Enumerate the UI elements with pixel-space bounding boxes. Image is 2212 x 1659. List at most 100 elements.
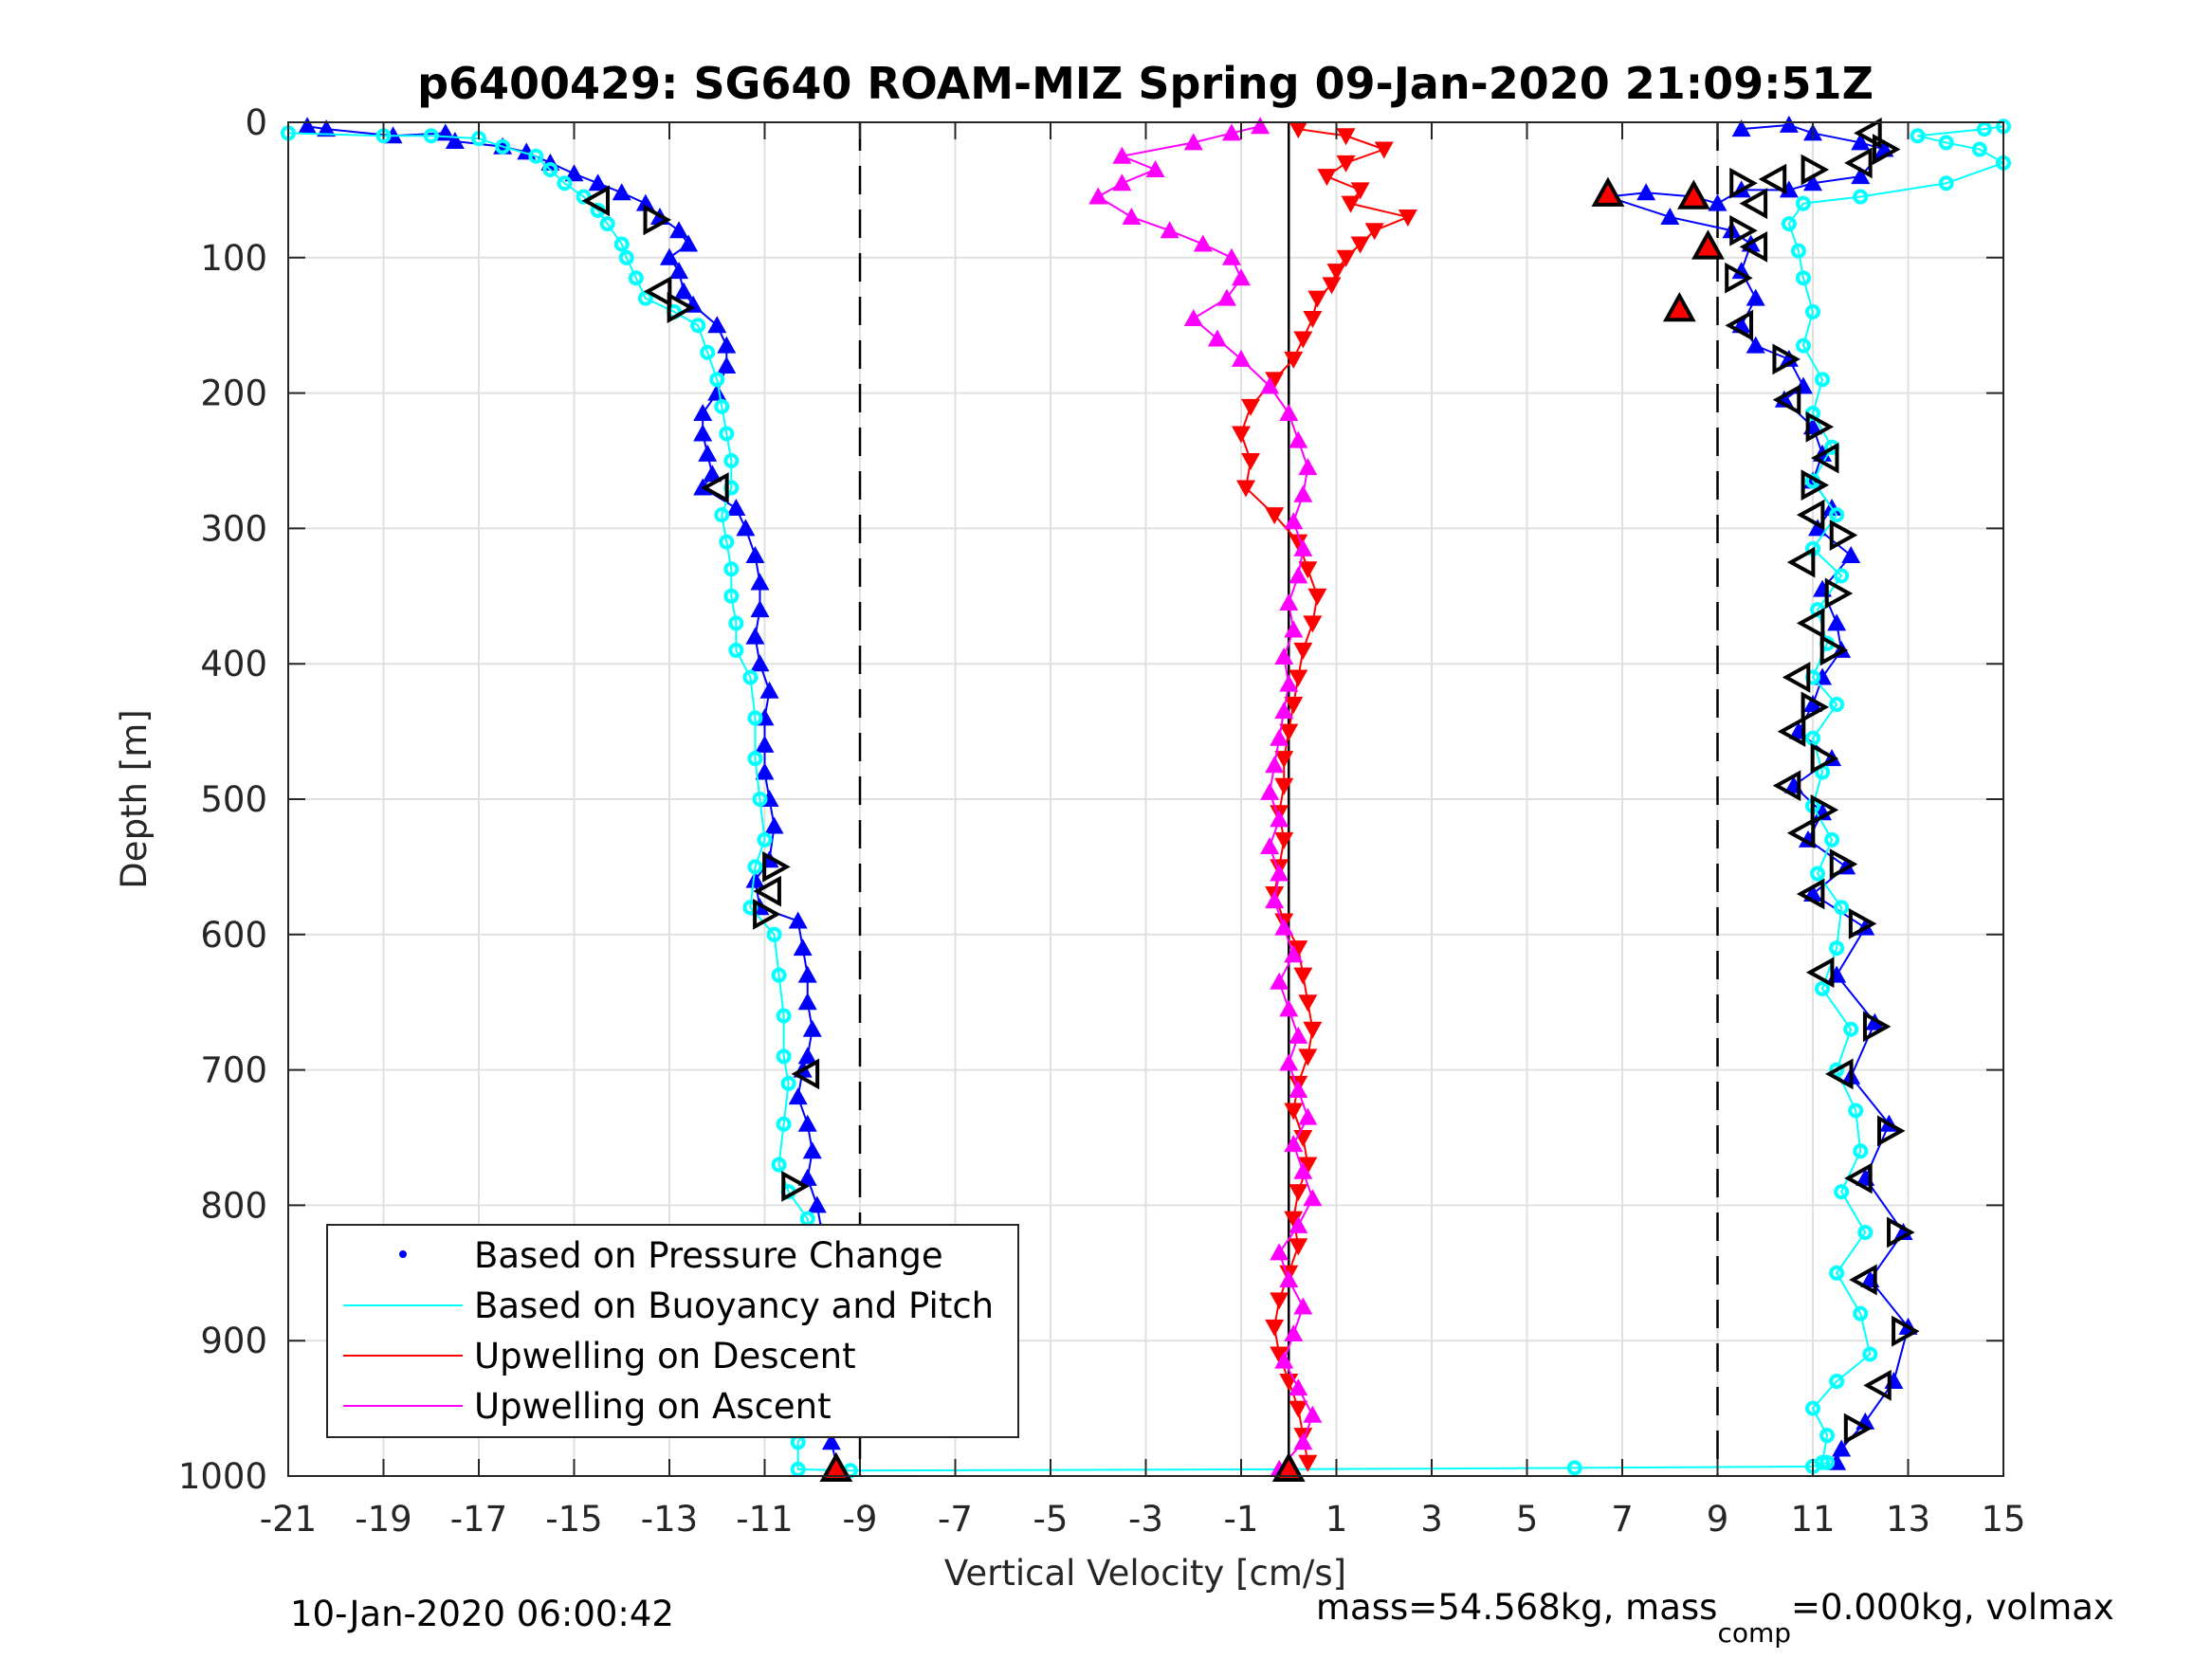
ascent-upwelling-point [802,1141,822,1159]
target-marker [1810,442,1839,474]
target-marker [1844,1162,1873,1194]
buoyancy-point [1938,135,1954,151]
reference-lines [858,122,1719,1476]
ascent-upwelling-point [1265,756,1285,774]
buoyancy-point [495,138,511,155]
x-tick-label: -1 [1224,1499,1259,1540]
target-marker [1729,214,1758,246]
buoyancy-point [1829,1062,1845,1078]
buoyancy-point [637,290,653,306]
x-tick-label: 15 [1981,1499,2025,1540]
target-marker [1892,1315,1920,1347]
x-tick-label: -9 [843,1499,878,1540]
buoyancy-point [1853,1143,1869,1159]
ascent-upwelling-point [669,221,689,239]
buoyancy-point [1976,121,1992,137]
target-marker [1801,154,1830,186]
legend-label-ascent: Upwelling on Ascent [474,1386,832,1427]
descent-upwelling-point [1232,426,1251,444]
descent-upwelling-point [1289,1238,1308,1256]
target-marker [1786,817,1816,849]
buoyancy-point [757,831,773,848]
series-line [1096,125,1314,1470]
ascent-upwelling-point [1122,207,1142,225]
series-7 [1725,118,1920,1445]
ascent-upwelling-point [1279,592,1299,611]
ascent-upwelling-point [1746,336,1765,354]
x-tick-label: 7 [1611,1499,1634,1540]
y-tick-label: 900 [200,1321,267,1361]
target-marker [1777,716,1806,747]
target-marker [1729,167,1758,199]
target-marker [1810,794,1839,826]
target-marker [791,1058,820,1090]
plot-area [281,115,2011,1483]
ascent-upwelling-point [726,498,746,516]
x-tick-label: 13 [1886,1499,1930,1540]
buoyancy-point [719,426,735,442]
ascent-upwelling-point [564,164,584,182]
buoyancy-point [613,236,630,252]
footer-timestamp: 10-Jan-2020 06:00:42 [290,1594,674,1634]
buoyancy-point [1781,216,1797,232]
ascent-upwelling-point [1221,123,1241,141]
ascent-upwelling-point [1289,1215,1308,1233]
descent-upwelling-point [1298,994,1318,1012]
ascent-upwelling-point [1827,613,1847,631]
ascent-upwelling-point [745,545,765,563]
x-tick-label: -11 [736,1499,793,1540]
buoyancy-point [1829,1265,1845,1281]
buoyancy-point [1810,866,1826,882]
ascent-upwelling-point [445,131,465,149]
target-marker [667,292,696,324]
x-tick-label: -3 [1128,1499,1163,1540]
legend-dot-icon [399,1250,407,1258]
x-tick-labels: -21 -19 -17 -15 -13 -11 -9 -7 -5 -3 -1 1 3 5 7 9 11 13 15 [260,1499,2026,1540]
target-marker [1801,691,1830,723]
ascent-upwelling-point [1279,1269,1299,1287]
series-6 [581,185,844,1438]
buoyancy-point [1566,1460,1582,1476]
buoyancy-point [1824,831,1840,848]
target-marker [1810,742,1839,775]
ascent-upwelling-point [698,444,718,462]
descent-upwelling-point [1274,831,1294,849]
descent-upwelling-point [1341,195,1361,213]
buoyancy-point [1834,568,1850,584]
y-tick-label: 400 [200,644,267,684]
ascent-upwelling-point [1284,945,1304,963]
ascent-upwelling-point [1841,545,1861,563]
ascent-upwelling-point [1284,1135,1304,1153]
buoyancy-point [723,453,740,468]
ascent-upwelling-point [679,234,699,252]
ascent-upwelling-point [755,735,775,753]
target-marker [762,851,791,883]
ascent-upwelling-point [1216,288,1236,306]
target-marker [1725,309,1754,341]
descent-upwelling-point [1298,1454,1318,1472]
y-tick-label: 500 [200,779,267,820]
ascent-upwelling-point [635,193,655,211]
ascent-upwelling-point [1293,1432,1313,1450]
descent-upwelling-point [1284,1211,1304,1229]
ascent-upwelling-point [1803,173,1822,191]
flag-marker [1591,176,1625,207]
ascent-upwelling-point [1746,288,1765,306]
descent-upwelling-point [1265,507,1285,525]
buoyancy-point [714,507,730,523]
ascent-upwelling-point [1260,376,1280,394]
ascent-upwelling-point [1793,376,1813,394]
descent-upwelling-point [1336,128,1356,146]
ascent-upwelling-point [1274,647,1294,665]
buoyancy-point [700,344,716,360]
descent-upwelling-point [1298,1157,1318,1175]
buoyancy-point [771,967,787,983]
buoyancy-point [1834,1184,1850,1200]
target-marker [643,204,672,236]
ascent-upwelling-point [797,1168,817,1186]
ascent-upwelling-point [1832,1439,1852,1457]
descent-upwelling-point [1241,453,1261,470]
buoyancy-point [1815,1454,1831,1470]
legend-label-descent: Upwelling on Descent [474,1336,856,1376]
target-marker [1848,907,1877,939]
